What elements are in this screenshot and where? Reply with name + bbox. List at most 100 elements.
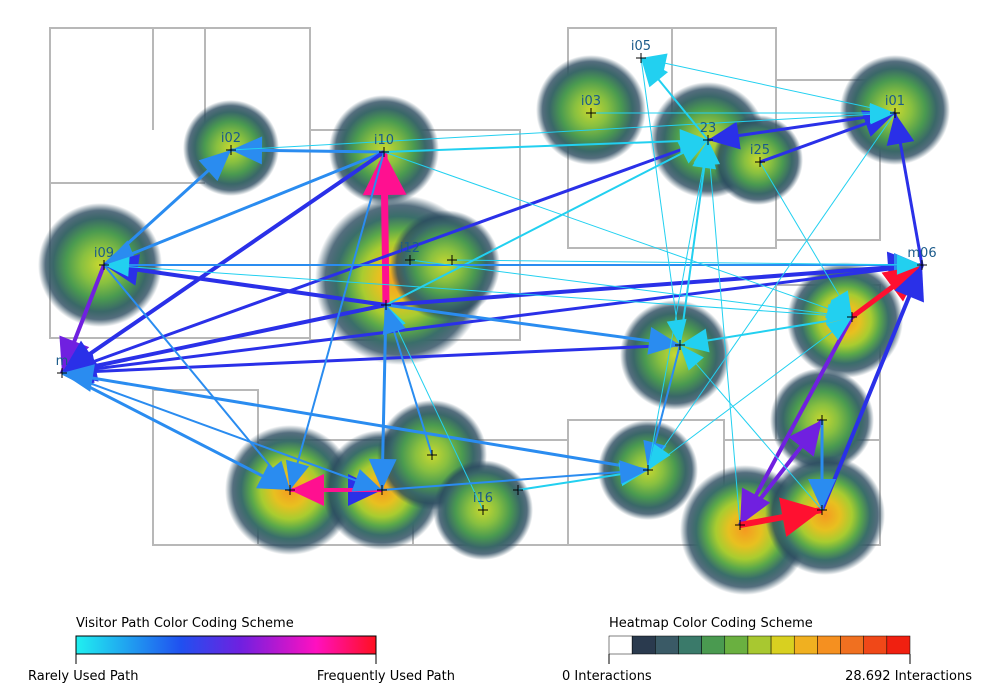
node-cross (755, 157, 765, 167)
path-arrow (351, 469, 382, 492)
node-cross (817, 505, 827, 515)
node-label: i16 (473, 491, 493, 506)
path-arrow (861, 110, 895, 137)
path-line (103, 150, 385, 267)
path-line (385, 139, 709, 306)
node-cross (847, 312, 857, 322)
path-arrow (869, 104, 895, 125)
path-arrow (826, 317, 852, 340)
node-label: i09 (94, 246, 114, 261)
path-arrow (104, 256, 130, 277)
path-arrow (362, 152, 407, 196)
node-cross (405, 255, 415, 265)
heat-swatch (724, 635, 749, 655)
heat-swatch (840, 635, 864, 655)
path-line (385, 263, 923, 307)
path-arrow (808, 479, 836, 510)
points: i05 i03 i01 i02 i10 23 i25 i09 i12 m06 m i16 (56, 39, 937, 530)
legend-title: Heatmap Color Coding Scheme (609, 616, 813, 631)
node-cross (427, 450, 437, 460)
node-cross (377, 485, 387, 495)
path-arrow (708, 121, 741, 150)
node-cross (285, 485, 295, 495)
path-arrow (886, 113, 915, 146)
path-line (707, 139, 741, 526)
node-label: i05 (631, 39, 651, 54)
path-arrow (881, 265, 922, 302)
node-cross (703, 135, 713, 145)
node-cross (675, 340, 685, 350)
heatmap-legend: Heatmap Color Coding Scheme 0 Interactio… (562, 616, 972, 684)
path-arrow (231, 136, 263, 165)
path-line (61, 138, 709, 375)
path-arrow (641, 53, 668, 74)
paths (59, 53, 924, 537)
path-line (103, 264, 853, 318)
node-cross (817, 415, 827, 425)
heat-swatch (747, 635, 772, 655)
path-arrow (382, 305, 406, 336)
path-arrow (262, 460, 290, 490)
path-line (103, 263, 387, 307)
path-line (647, 316, 853, 471)
path-arrow (788, 420, 822, 457)
node-label: i12 (400, 241, 420, 256)
node-cross (57, 368, 67, 378)
legend-title: Visitor Path Color Coding Scheme (76, 616, 294, 631)
node-cross (917, 260, 927, 270)
node-label: m06 (907, 246, 936, 261)
path-arrow (619, 460, 648, 485)
path-arrow (368, 458, 397, 490)
path-arrow (648, 443, 671, 470)
heat-swatch (678, 635, 702, 655)
node-cross (513, 485, 523, 495)
path-arrow (647, 326, 680, 355)
path-line (61, 371, 291, 492)
legend-low: 0 Interactions (562, 669, 652, 684)
node-label: m (56, 354, 69, 369)
path-line (679, 139, 709, 346)
path-arrow (825, 299, 852, 319)
node-cross (636, 53, 646, 63)
node-cross (447, 255, 457, 265)
path-line (61, 303, 387, 375)
path-arrow (680, 345, 704, 371)
path-line (640, 57, 896, 114)
node-label: 23 (700, 121, 717, 136)
heat-blob (620, 300, 730, 410)
path-legend: Visitor Path Color Coding Scheme Rarely … (28, 616, 455, 684)
path-line (103, 264, 291, 491)
path-line (383, 151, 853, 318)
heat-swatch (655, 635, 679, 655)
path-line (451, 259, 923, 266)
path-arrow (641, 58, 669, 88)
path-line (60, 150, 386, 375)
path-line (381, 469, 649, 491)
path-line (738, 316, 854, 526)
path-arrow (896, 254, 922, 275)
path-line (679, 344, 823, 511)
legend-low: Rarely Used Path (28, 669, 138, 684)
path-line (679, 316, 853, 346)
node-cross (381, 300, 391, 310)
path-arrow (679, 129, 708, 154)
node-label: i03 (581, 94, 601, 109)
heat-swatch (701, 635, 726, 655)
path-arrow (680, 328, 710, 353)
path-line (647, 112, 896, 471)
node-cross (735, 520, 745, 530)
legend-high: 28.692 Interactions (845, 669, 972, 684)
node-cross (890, 108, 900, 118)
path-line (385, 303, 681, 347)
path-line (640, 57, 681, 346)
path-line (289, 151, 385, 491)
node-label: i02 (221, 131, 241, 146)
path-line (61, 343, 681, 375)
path-line (385, 304, 484, 511)
path-line (61, 372, 383, 491)
path-arrow (666, 318, 687, 345)
path-line (61, 371, 649, 472)
heat-blob (765, 455, 885, 575)
